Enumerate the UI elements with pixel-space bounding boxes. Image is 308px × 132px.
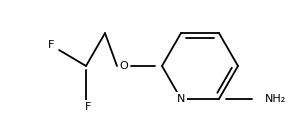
Text: NH₂: NH₂ <box>265 94 286 104</box>
Text: N: N <box>177 94 185 104</box>
Text: F: F <box>85 102 91 112</box>
Text: F: F <box>48 40 54 50</box>
Text: O: O <box>120 61 128 71</box>
